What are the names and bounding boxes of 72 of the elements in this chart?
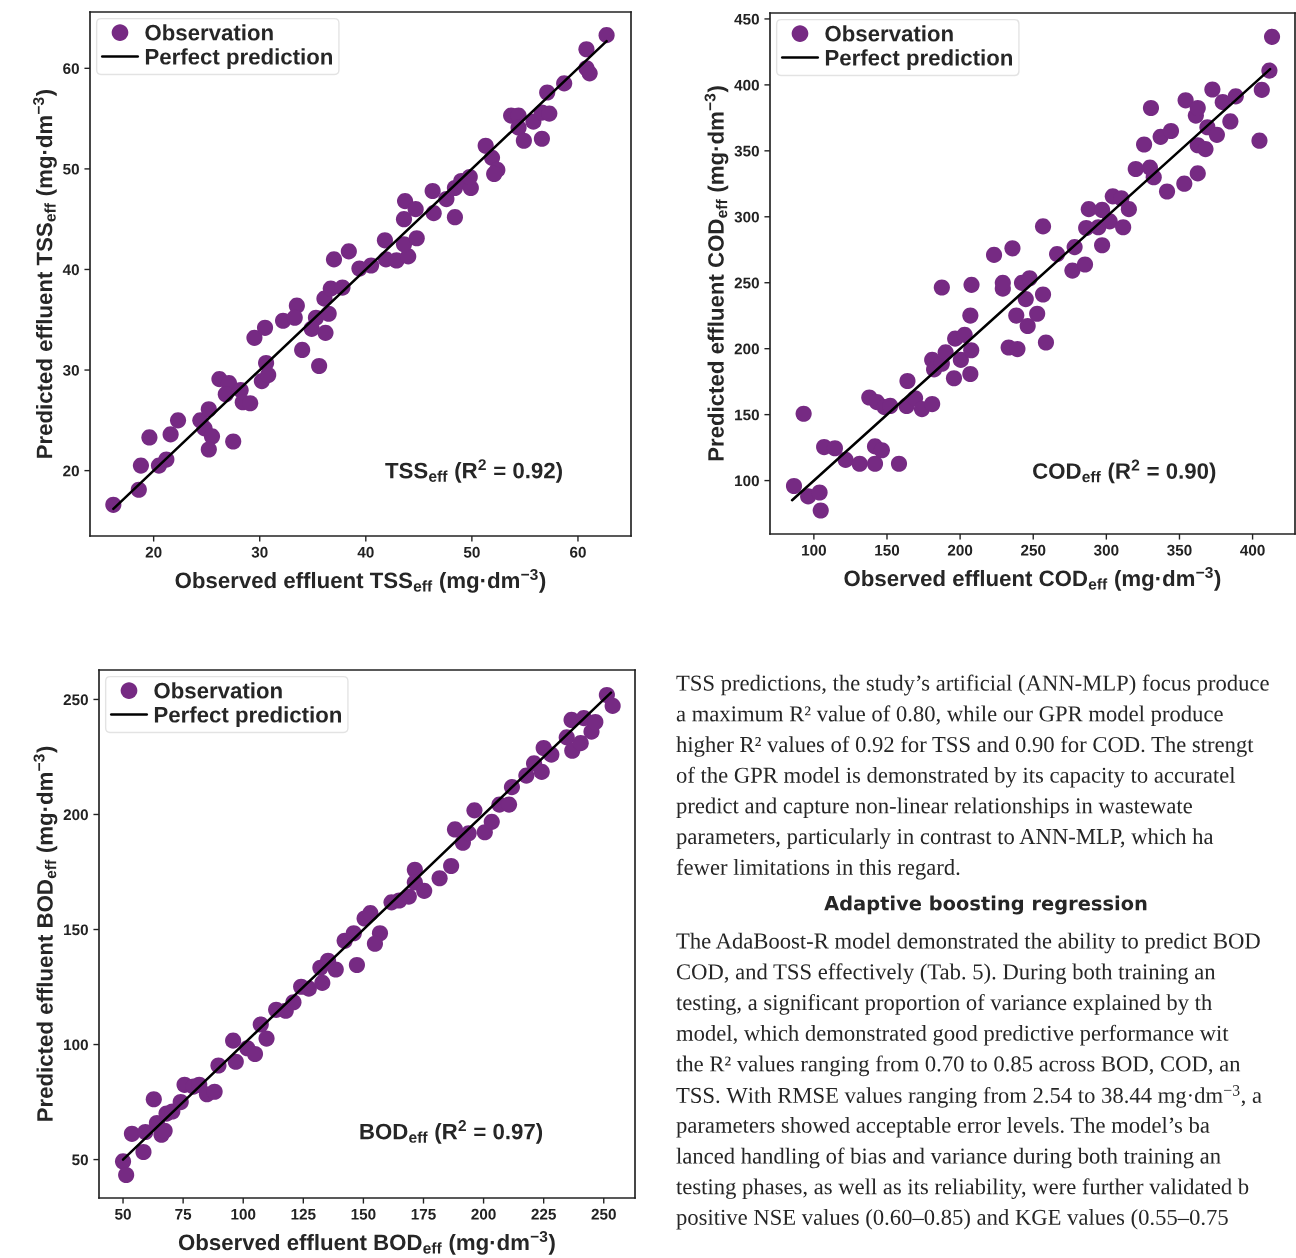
y-axis-title: Predicted effluent BOD$_{eff}$ (mg·dm$^{−3}$) [33, 746, 58, 1121]
y-tick-label: 250 [63, 694, 88, 706]
x-tick-label: 300 [1093, 544, 1119, 556]
legend-label: Perfect prediction [145, 48, 332, 69]
text: COD, and TSS effectively (Tab. 5). During both training an [676, 963, 1216, 985]
text: The AdaBoost-R model demonstrated the ability to predict BOD [676, 932, 1260, 954]
x-axis-title: Observed effluent COD$_{eff}$ (mg·dm$^{−3}$) [844, 566, 1221, 591]
y-tick-label: 30 [62, 364, 79, 376]
x-tick-label: 50 [115, 1208, 131, 1220]
x-tick-label: 30 [251, 546, 268, 558]
y-tick-label: 50 [63, 163, 79, 175]
x-tick-label: 125 [291, 1208, 316, 1220]
text: fewer limitations in this regard. [676, 858, 960, 880]
x-tick-label: 40 [357, 546, 374, 558]
x-tick-label: 20 [145, 546, 162, 558]
annotation: TSS$_{eff}$ (R$^{2}$ = 0.92) [385, 459, 562, 483]
x-tick-label: 200 [471, 1208, 496, 1220]
y-axis-title: Predicted effluent COD$_{eff}$ (mg·dm$^{−3}$) [704, 86, 729, 461]
text: lanced handling of bias and variance during both training an [676, 1147, 1221, 1169]
y-tick-label: 300 [734, 211, 759, 223]
x-tick-label: 50 [463, 546, 480, 558]
x-tick-label: 350 [1167, 544, 1192, 556]
legend-label: Observation [145, 24, 273, 41]
x-tick-label: 225 [531, 1208, 556, 1220]
legend-label: Perfect prediction [825, 49, 1012, 70]
y-tick-label: 200 [63, 809, 88, 821]
x-tick-label: 250 [1021, 544, 1046, 556]
legend-label: Perfect prediction [154, 706, 341, 727]
text: the R² values ranging from 0.70 to 0.85 across BOD, COD, an [676, 1055, 1241, 1077]
x-tick-label: 150 [875, 544, 900, 556]
y-tick-label: 50 [72, 1154, 88, 1166]
y-tick-label: 100 [64, 1039, 88, 1051]
y-tick-label: 100 [735, 475, 759, 487]
x-tick-label: 100 [231, 1208, 256, 1220]
text: of the GPR model is demonstrated by its capacity to accuratel [676, 766, 1236, 788]
text: predict and capture non-linear relationships in wastewate [676, 797, 1192, 819]
y-tick-label: 20 [63, 465, 79, 477]
y-tick-label: 200 [734, 343, 759, 355]
x-axis-title: Observed effluent TSS$_{eff}$ (mg·dm$^{−3}$) [175, 568, 546, 593]
text: testing phases, as well as its reliability, were further validated b [676, 1178, 1249, 1200]
x-tick-label: 175 [411, 1208, 436, 1220]
x-tick-label: 250 [591, 1208, 616, 1220]
y-tick-label: 350 [734, 145, 759, 157]
annotation: BOD$_{eff}$ (R$^{2}$ = 0.97) [360, 1120, 543, 1144]
text: parameters showed acceptable error levels. The model’s ba [676, 1116, 1210, 1138]
y-tick-label: 150 [735, 409, 759, 421]
y-tick-label: 400 [734, 79, 759, 91]
x-tick-label: 100 [802, 544, 826, 556]
text: testing, a significant proportion of variance explained by th [676, 993, 1212, 1015]
y-tick-label: 250 [734, 277, 759, 289]
x-tick-label: 200 [947, 544, 973, 556]
legend-label: Observation [825, 25, 953, 42]
x-axis-title: Observed effluent BOD$_{eff}$ (mg·dm$^{−3}$) [178, 1230, 555, 1255]
y-tick-label: 40 [62, 264, 79, 276]
text: model, which demonstrated good predictive performance wit [676, 1024, 1229, 1046]
text: Adaptive boosting regression [824, 895, 1147, 915]
text: TSS. With RMSE values ranging from 2.54 to 38.44 mg·dm$^{−3}$, a [676, 1085, 1262, 1108]
text: TSS predictions, the study’s artificial (ANN-MLP) focus produce [676, 674, 1269, 696]
text: parameters, particularly in contrast to ANN-MLP, which ha [676, 828, 1214, 849]
y-tick-label: 450 [734, 13, 759, 25]
x-tick-label: 400 [1240, 544, 1265, 556]
text: higher R² values of 0.92 for TSS and 0.90 for COD. The strengt [676, 735, 1254, 757]
y-tick-label: 150 [64, 924, 88, 936]
y-tick-label: 60 [63, 63, 79, 75]
x-tick-label: 75 [175, 1208, 192, 1220]
x-tick-label: 60 [570, 546, 586, 558]
x-tick-label: 150 [351, 1208, 376, 1220]
text: positive NSE values (0.60–0.85) and KGE values (0.55–0.75 [676, 1209, 1228, 1230]
text: a maximum R² value of 0.80, while our GPR model produce [676, 705, 1223, 727]
annotation: COD$_{eff}$ (R$^{2}$ = 0.90) [1033, 459, 1216, 484]
y-axis-title: Predicted effluent TSS$_{eff}$ (mg·dm$^{−3}$) [33, 89, 57, 458]
legend-label: Observation [154, 682, 282, 699]
